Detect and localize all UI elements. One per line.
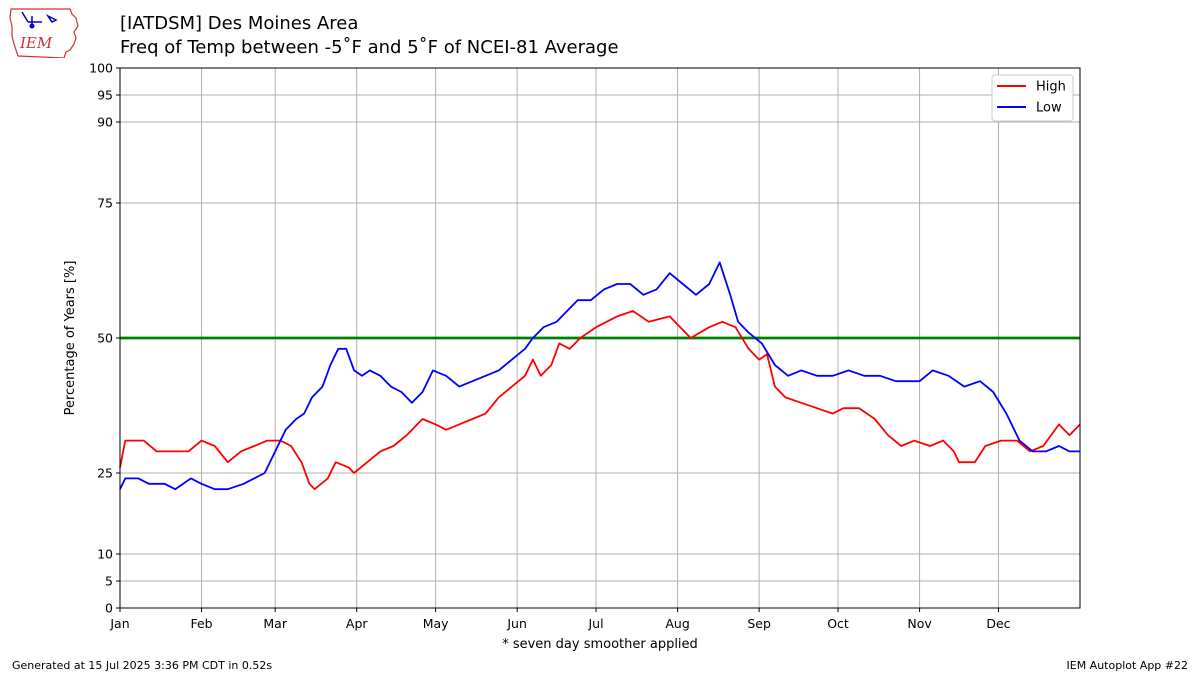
x-axis-label: * seven day smoother applied <box>502 637 698 652</box>
logo-text: IEM <box>19 34 53 52</box>
chart-subtitle: Freq of Temp between -5˚F and 5˚F of NCE… <box>120 37 619 58</box>
weather-symbol-icon <box>21 11 58 28</box>
y-tick-label: 75 <box>97 196 113 211</box>
x-tick-label: May <box>423 616 449 631</box>
app-label: IEM Autoplot App #22 <box>1066 659 1189 672</box>
y-tick-label: 25 <box>97 466 113 481</box>
x-tick-label: Feb <box>190 616 212 631</box>
x-tick-label: Sep <box>747 616 771 631</box>
legend-label-low: Low <box>1036 101 1062 116</box>
x-tick-label: Jun <box>506 616 527 631</box>
y-axis: 0 5 10 25 50 75 90 95 100 <box>89 61 120 616</box>
generated-timestamp: Generated at 15 Jul 2025 3:36 PM CDT in … <box>12 659 273 672</box>
y-tick-label: 95 <box>97 88 113 103</box>
x-tick-label: Aug <box>665 616 689 631</box>
series-line-low <box>119 261 1080 491</box>
y-axis-label: Percentage of Years [%] <box>63 261 78 416</box>
x-tick-label: Nov <box>907 616 932 631</box>
y-tick-label: 100 <box>89 61 113 76</box>
chart-title: [IATDSM] Des Moines Area <box>120 13 359 34</box>
series-line-high <box>119 310 1081 491</box>
x-tick-label: Jan <box>109 616 129 631</box>
x-axis: Jan Feb Mar Apr May Jun Jul Aug Sep Oct Nov Dec <box>109 608 1011 631</box>
legend: High Low <box>991 74 1074 122</box>
y-tick-label: 0 <box>105 601 113 616</box>
x-tick-label: Jul <box>588 616 604 631</box>
x-tick-label: Apr <box>346 616 368 631</box>
iem-logo: IEM <box>8 6 80 59</box>
y-tick-label: 10 <box>97 547 113 562</box>
y-tick-label: 90 <box>97 115 113 130</box>
x-tick-label: Oct <box>827 616 849 631</box>
series-group <box>119 261 1081 491</box>
x-tick-label: Mar <box>263 616 287 631</box>
legend-label-high: High <box>1036 80 1066 95</box>
iowa-outline-icon <box>9 8 79 59</box>
x-tick-label: Dec <box>986 616 1010 631</box>
y-tick-label: 50 <box>97 331 113 346</box>
y-tick-label: 5 <box>105 574 113 589</box>
